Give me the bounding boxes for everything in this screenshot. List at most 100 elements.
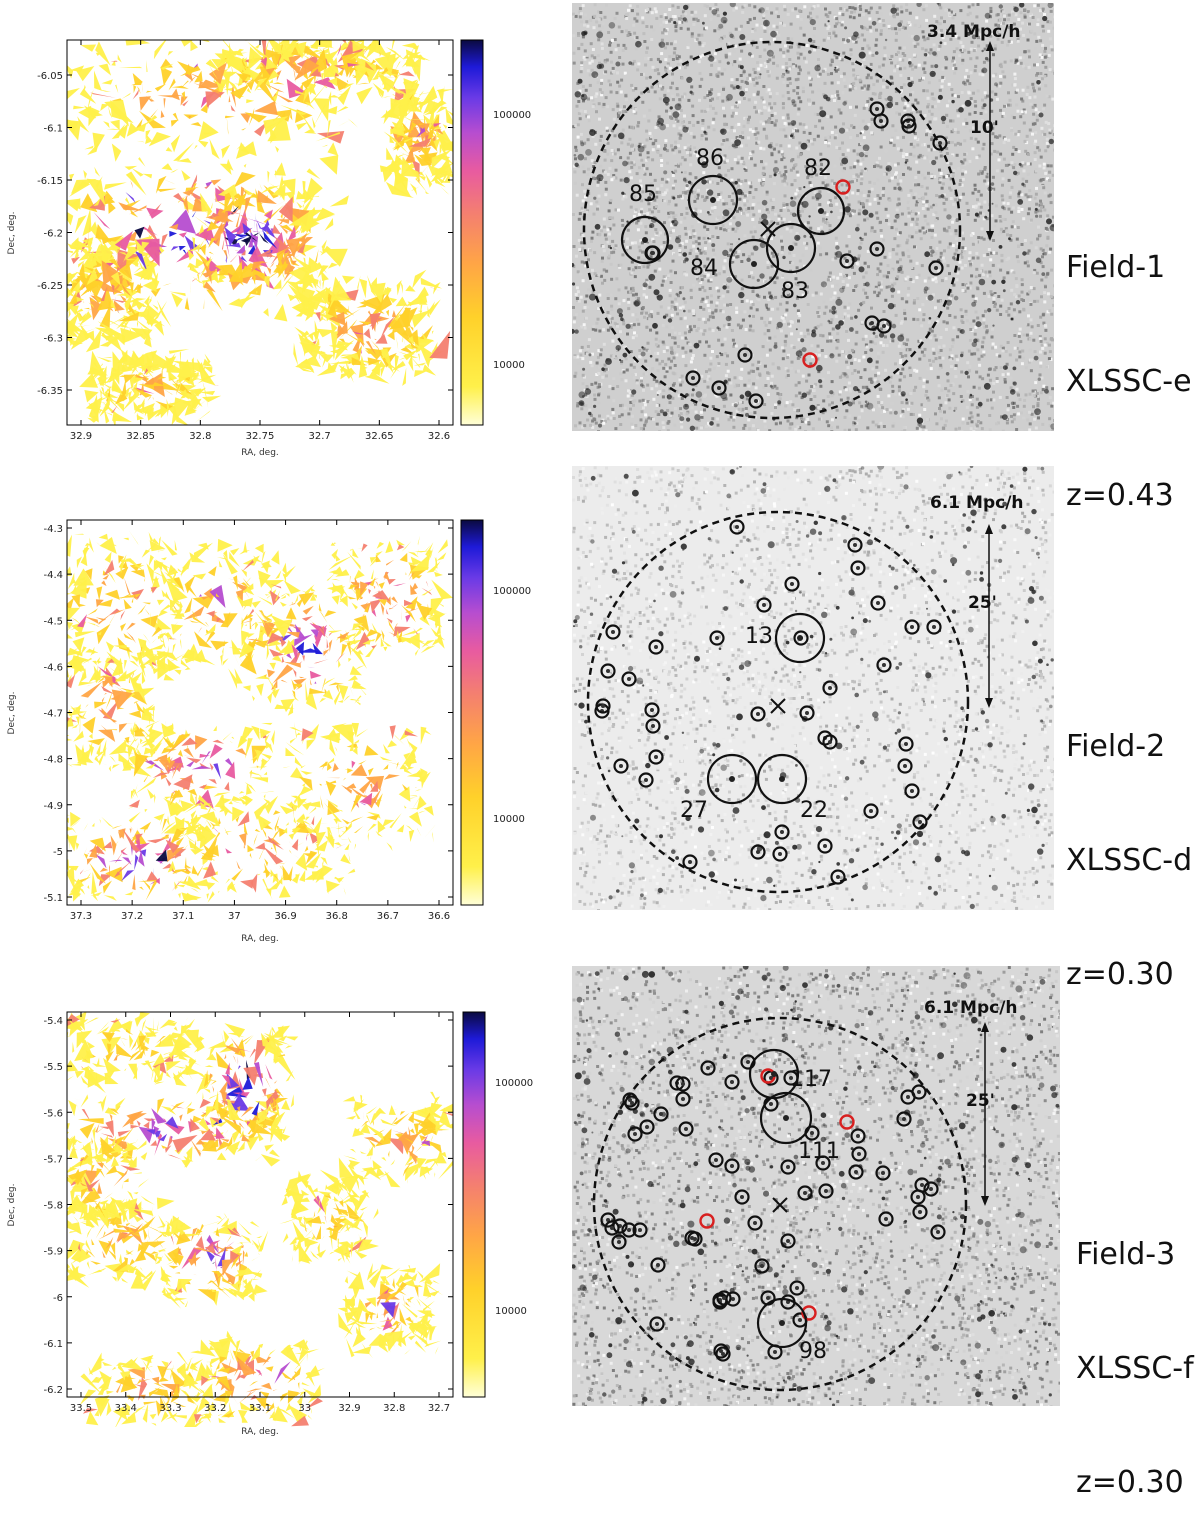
y-tick-label: -5 bbox=[53, 847, 63, 858]
y-tick-label: -6.15 bbox=[37, 176, 63, 187]
x-tick-label: 32.7 bbox=[309, 431, 331, 442]
x-tick-label: 32.75 bbox=[246, 431, 275, 442]
y-tick-label: -6.3 bbox=[43, 334, 63, 345]
cluster-label-82: 82 bbox=[804, 156, 832, 181]
density-blobs bbox=[51, 1012, 459, 1433]
x-tick-label: 33.1 bbox=[249, 1403, 271, 1414]
cluster-label-98: 98 bbox=[799, 1339, 827, 1364]
field-label-1: Field-1 XLSSC-e z=0.43 bbox=[1066, 173, 1192, 553]
field-name: Field-2 bbox=[1066, 728, 1192, 766]
y-tick-label: -4.3 bbox=[43, 524, 63, 535]
field-label-2: Field-2 XLSSC-d z=0.30 bbox=[1066, 652, 1192, 1032]
x-tick-label: 32.85 bbox=[126, 431, 155, 442]
y-tick-label: -6.1 bbox=[43, 1339, 63, 1350]
colorbar-tick-high: 100000 bbox=[495, 1078, 533, 1089]
x-tick-label: 32.65 bbox=[365, 431, 394, 442]
x-tick-label: 36.7 bbox=[377, 911, 399, 922]
x-tick-label: 32.6 bbox=[428, 431, 450, 442]
colorbar-tick-low: 10000 bbox=[495, 1306, 527, 1317]
x-tick-label: 36.9 bbox=[274, 911, 296, 922]
x-tick-label: 33.2 bbox=[204, 1403, 226, 1414]
field-name: Field-1 bbox=[1066, 249, 1192, 287]
y-axis-label: Dec, deg. bbox=[7, 1184, 17, 1227]
cluster-label-83: 83 bbox=[781, 279, 809, 304]
x-tick-label: 33.5 bbox=[70, 1403, 92, 1414]
scale-bar-physical: 3.4 Mpc/h bbox=[927, 22, 1021, 42]
x-tick-label: 37.2 bbox=[121, 911, 143, 922]
cluster-name: XLSSC-f bbox=[1076, 1350, 1194, 1388]
xray-image-field-3: 6.1 Mpc/h 25' 117 111 98 bbox=[572, 966, 1060, 1406]
x-tick-label: 36.6 bbox=[428, 911, 450, 922]
y-tick-label: -6.25 bbox=[37, 281, 63, 292]
cluster-label-22: 22 bbox=[800, 798, 828, 823]
x-tick-label: 32.8 bbox=[383, 1403, 405, 1414]
y-tick-label: -6.2 bbox=[43, 229, 63, 240]
scale-bar-arcmin: 25' bbox=[968, 593, 997, 613]
x-tick-label: 33.3 bbox=[159, 1403, 181, 1414]
redshift: z=0.30 bbox=[1066, 956, 1192, 994]
x-tick-label: 37.1 bbox=[172, 911, 194, 922]
cluster-label-117: 117 bbox=[790, 1067, 832, 1092]
cluster-label-84: 84 bbox=[690, 256, 718, 281]
y-tick-label: -6.35 bbox=[37, 386, 63, 397]
cluster-name: XLSSC-d bbox=[1066, 842, 1192, 880]
redshift: z=0.43 bbox=[1066, 477, 1192, 515]
y-axis-label: Dec, deg. bbox=[7, 692, 17, 735]
x-axis-label: RA, deg. bbox=[241, 934, 279, 944]
colorbar bbox=[461, 40, 483, 425]
cluster-label-13: 13 bbox=[745, 624, 773, 649]
x-tick-label: 37 bbox=[228, 911, 241, 922]
xray-image-svg: 3.4 Mpc/h 10' 85 86 82 84 83 bbox=[572, 3, 1054, 431]
density-map-field-2: 37.3 37.2 37.1 37 36.9 36.8 36.7 36.6 -4.3 -4.4 -4… bbox=[0, 508, 545, 948]
y-tick-label: -4.7 bbox=[43, 709, 63, 720]
y-tick-label: -5.8 bbox=[43, 1201, 63, 1212]
x-tick-label: 32.8 bbox=[189, 431, 211, 442]
colorbar-tick-low: 10000 bbox=[493, 360, 525, 371]
y-tick-label: -6.05 bbox=[37, 71, 63, 82]
y-tick-label: -5.7 bbox=[43, 1154, 63, 1165]
density-map-svg: 37.3 37.2 37.1 37 36.9 36.8 36.7 36.6 -4.3 -4.4 -4… bbox=[0, 508, 545, 948]
y-tick-label: -4.5 bbox=[43, 616, 63, 627]
x-tick-label: 33.4 bbox=[115, 1403, 137, 1414]
x-tick-label: 32.9 bbox=[338, 1403, 360, 1414]
field-name: Field-3 bbox=[1076, 1236, 1194, 1274]
y-tick-label: -4.8 bbox=[43, 755, 63, 766]
cluster-name: XLSSC-e bbox=[1066, 363, 1192, 401]
cluster-label-111: 111 bbox=[798, 1139, 840, 1164]
xray-image-svg: 6.1 Mpc/h 25' 117 111 98 bbox=[572, 966, 1060, 1406]
y-tick-label: -6.2 bbox=[43, 1385, 63, 1396]
density-blobs bbox=[56, 29, 461, 428]
y-axis-label: Dec, deg. bbox=[7, 212, 17, 255]
scale-bar-physical: 6.1 Mpc/h bbox=[924, 998, 1018, 1018]
density-blobs bbox=[54, 531, 453, 903]
colorbar bbox=[463, 1012, 485, 1397]
cluster-label-27: 27 bbox=[680, 798, 708, 823]
colorbar bbox=[461, 520, 483, 905]
scale-bar-arcmin: 10' bbox=[970, 118, 999, 138]
colorbar-tick-low: 10000 bbox=[493, 814, 525, 825]
x-tick-label: 37.3 bbox=[70, 911, 92, 922]
y-tick-label: -5.1 bbox=[43, 893, 63, 904]
x-axis-label: RA, deg. bbox=[241, 1427, 279, 1437]
redshift: z=0.30 bbox=[1076, 1464, 1194, 1502]
cluster-label-85: 85 bbox=[629, 182, 657, 207]
y-tick-label: -6.1 bbox=[43, 124, 63, 135]
scale-bar-physical: 6.1 Mpc/h bbox=[930, 493, 1024, 513]
y-tick-label: -5.6 bbox=[43, 1108, 63, 1119]
scale-bar-arcmin: 25' bbox=[966, 1091, 995, 1111]
x-axis-label: RA, deg. bbox=[241, 448, 279, 458]
colorbar-tick-high: 100000 bbox=[493, 110, 531, 121]
cluster-label-86: 86 bbox=[696, 146, 724, 171]
xray-image-svg: 6.1 Mpc/h 25' 13 27 22 bbox=[572, 466, 1054, 910]
x-tick-label: 36.8 bbox=[326, 911, 348, 922]
x-tick-label: 32.7 bbox=[428, 1403, 450, 1414]
y-tick-label: -4.4 bbox=[43, 570, 63, 581]
y-tick-label: -5.4 bbox=[43, 1016, 63, 1027]
y-tick-label: -4.6 bbox=[43, 662, 63, 673]
colorbar-tick-high: 100000 bbox=[493, 586, 531, 597]
y-tick-label: -4.9 bbox=[43, 801, 63, 812]
